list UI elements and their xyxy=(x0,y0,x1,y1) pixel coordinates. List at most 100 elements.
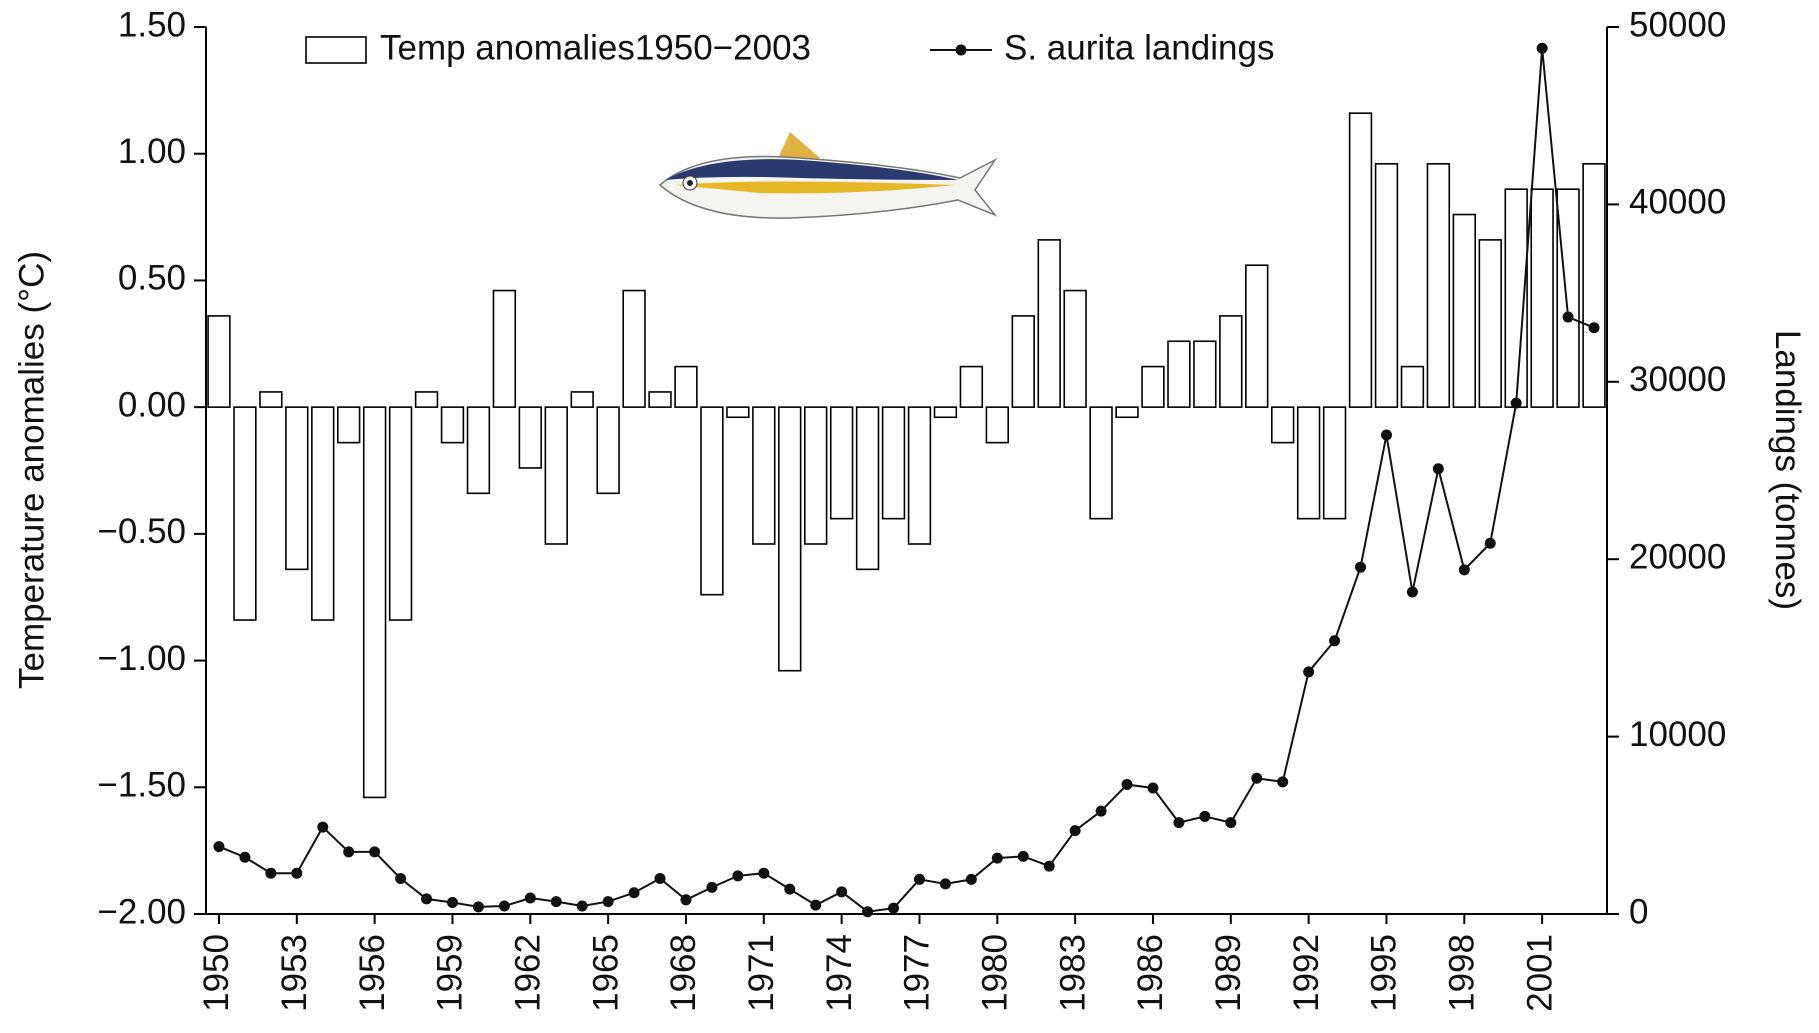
x-tick-label: 1968 xyxy=(664,934,703,1012)
bar xyxy=(1270,406,1295,444)
point xyxy=(1458,564,1470,576)
bar xyxy=(1063,289,1087,408)
point xyxy=(991,852,1003,864)
y-tick-label: −0.50 xyxy=(97,512,186,551)
point xyxy=(550,896,562,908)
bar xyxy=(1193,340,1217,408)
bar xyxy=(362,406,387,799)
legend-swatch xyxy=(955,44,967,56)
bar xyxy=(881,406,906,520)
y-tick-label: 0.00 xyxy=(118,385,186,424)
bar xyxy=(1245,264,1269,408)
bar xyxy=(466,406,491,495)
bar xyxy=(778,406,802,672)
point xyxy=(654,873,666,885)
legend-swatch xyxy=(305,36,367,64)
bar xyxy=(1348,112,1373,408)
y-tick-label: −2.00 xyxy=(97,892,186,931)
y2-tick-label: 50000 xyxy=(1629,5,1726,44)
point xyxy=(498,900,510,912)
point xyxy=(913,873,925,885)
bar xyxy=(1296,406,1321,520)
point xyxy=(706,881,718,893)
bar xyxy=(803,406,828,545)
bar xyxy=(414,391,439,408)
point xyxy=(836,886,848,898)
bar xyxy=(518,406,543,469)
point xyxy=(291,867,303,879)
point xyxy=(395,873,407,885)
point xyxy=(1588,322,1600,334)
x-tick-label: 1983 xyxy=(1053,934,1092,1012)
bar xyxy=(311,406,335,621)
point xyxy=(421,893,433,905)
bar xyxy=(855,406,880,571)
point xyxy=(1069,825,1081,837)
x-tick-label: 1956 xyxy=(353,934,392,1012)
bar xyxy=(259,391,283,408)
y-tick-label: 1.00 xyxy=(118,132,186,171)
bar xyxy=(285,406,309,571)
point xyxy=(1355,561,1367,573)
point xyxy=(472,901,484,913)
point xyxy=(446,896,458,908)
x-tick-label: 1962 xyxy=(509,934,548,1012)
bar xyxy=(1452,213,1477,408)
point xyxy=(602,896,614,908)
bar xyxy=(829,406,854,520)
point xyxy=(1536,42,1548,54)
bar xyxy=(440,406,465,444)
point xyxy=(1043,860,1055,872)
point xyxy=(576,900,588,912)
y2-tick-label: 10000 xyxy=(1629,715,1726,754)
point xyxy=(1251,772,1263,784)
point xyxy=(784,883,796,895)
bar xyxy=(1167,340,1191,408)
point xyxy=(265,867,277,879)
y2-axis-label: Landings (tonnes) xyxy=(1768,330,1807,610)
y-tick-label: 1.50 xyxy=(118,5,186,44)
fish-illustration xyxy=(658,132,998,219)
point xyxy=(213,841,225,853)
bar xyxy=(596,406,620,495)
point xyxy=(628,887,640,899)
x-tick-label: 1965 xyxy=(586,934,625,1012)
bar xyxy=(648,391,672,408)
x-tick-label: 1986 xyxy=(1131,934,1170,1012)
bar xyxy=(207,315,231,408)
bar xyxy=(933,406,958,419)
bar xyxy=(1374,163,1399,408)
bar xyxy=(907,406,932,545)
y-tick-label: 0.50 xyxy=(118,259,186,298)
x-tick-label: 1974 xyxy=(820,934,859,1012)
bar xyxy=(1037,239,1061,408)
x-tick-label: 1989 xyxy=(1209,934,1248,1012)
point xyxy=(524,892,536,904)
bar xyxy=(1115,406,1139,419)
point xyxy=(1380,429,1392,441)
y-axis-label: Temperature anomalies (°C) xyxy=(12,251,51,689)
legend-label: S. aurita landings xyxy=(1004,28,1274,67)
x-tick-label: 2001 xyxy=(1520,934,1559,1012)
x-tick-label: 1995 xyxy=(1365,934,1404,1012)
point xyxy=(369,846,381,858)
point xyxy=(1095,805,1107,817)
point xyxy=(1199,810,1211,822)
bar xyxy=(336,406,361,444)
bar xyxy=(1582,163,1606,408)
point xyxy=(1121,778,1133,790)
point xyxy=(680,894,692,906)
y2-tick-label: 20000 xyxy=(1629,537,1726,576)
x-tick-label: 1950 xyxy=(197,934,236,1012)
point xyxy=(1277,776,1289,788)
bar xyxy=(674,365,698,408)
x-tick-label: 1971 xyxy=(742,934,781,1012)
bar xyxy=(1400,365,1425,408)
bar xyxy=(1011,315,1035,408)
bar xyxy=(233,406,257,621)
bar xyxy=(1426,163,1451,408)
x-tick-label: 1953 xyxy=(275,934,314,1012)
bar xyxy=(752,406,776,545)
y-tick-label: −1.00 xyxy=(97,639,186,678)
y2-tick-label: 0 xyxy=(1629,892,1648,931)
